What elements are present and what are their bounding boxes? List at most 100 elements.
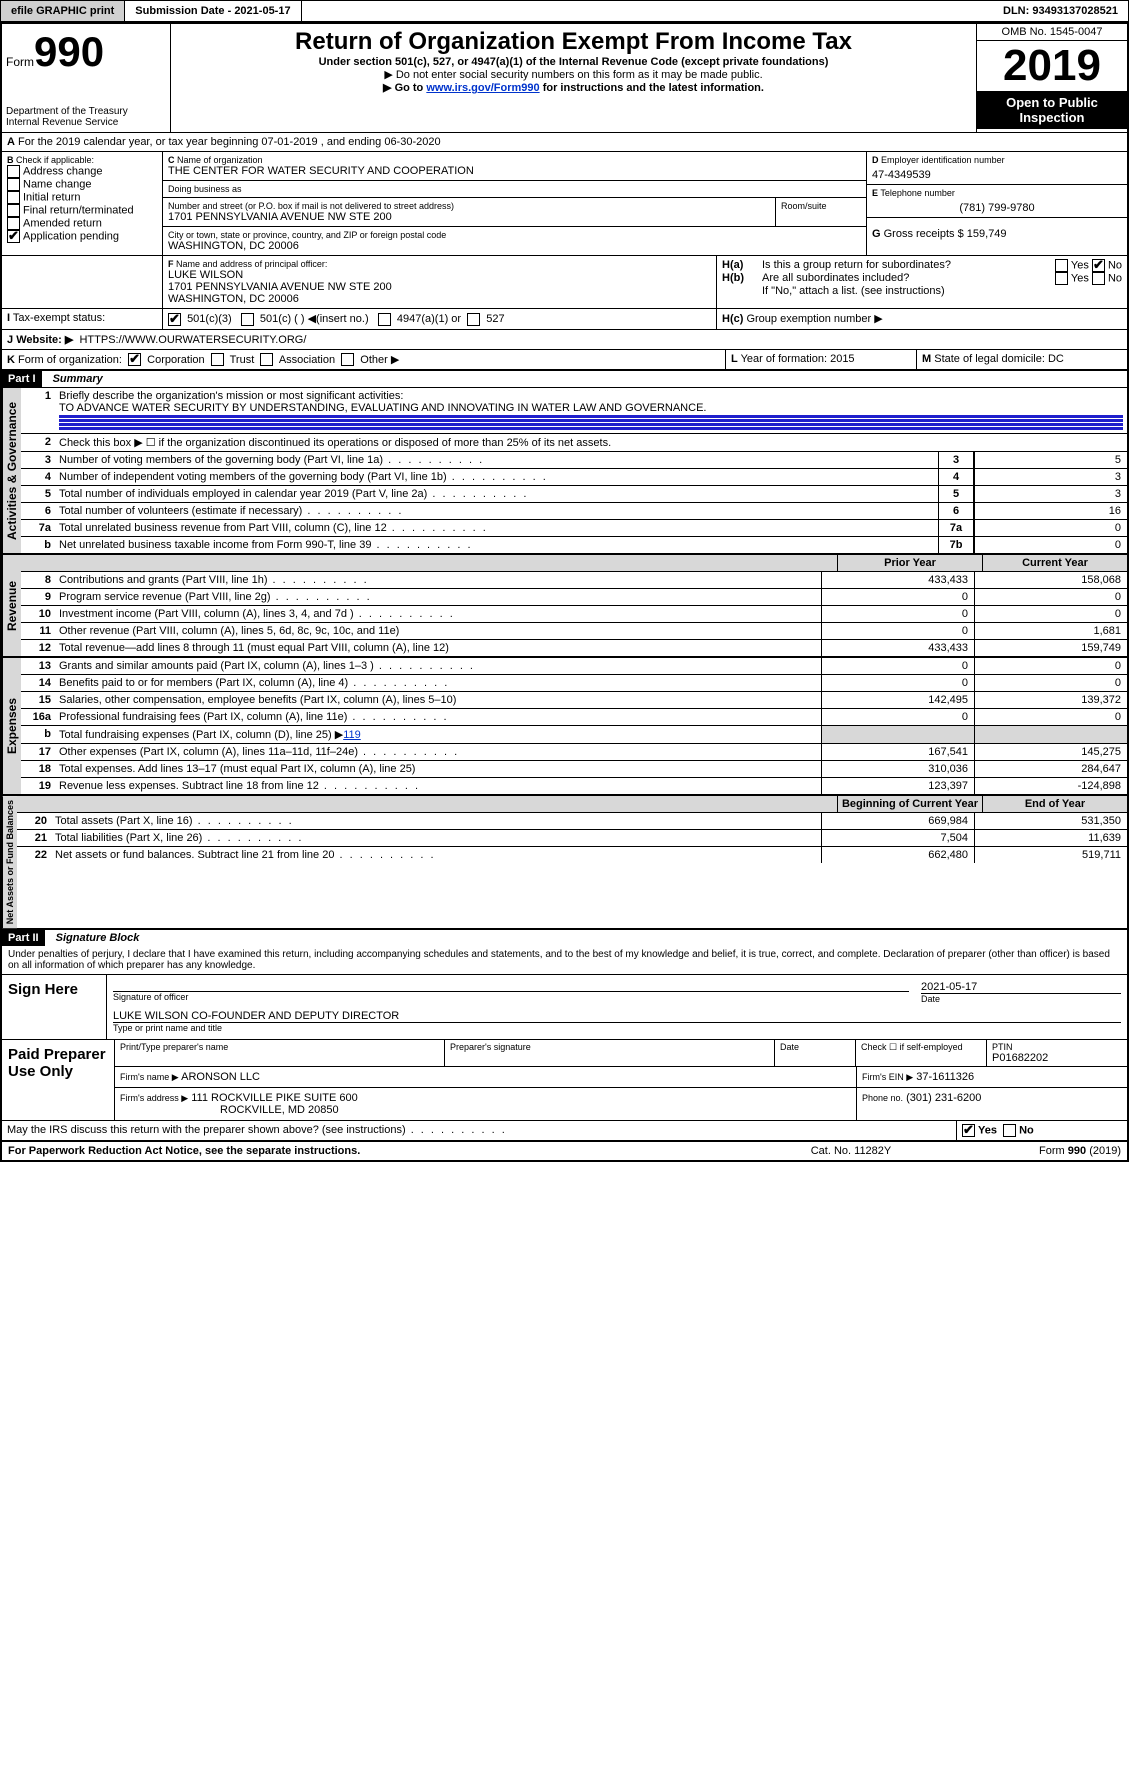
phone-label: Telephone number — [880, 188, 955, 198]
omb-number: OMB No. 1545-0047 — [977, 24, 1127, 41]
city-label: City or town, state or province, country… — [168, 230, 861, 240]
form-label: Form — [6, 55, 34, 69]
c14: 0 — [974, 675, 1127, 691]
cb-initial[interactable]: Initial return — [7, 191, 157, 204]
l16b-link[interactable]: 119 — [343, 729, 361, 741]
c-name-label: Name of organization — [177, 155, 263, 165]
ts-4947[interactable] — [378, 313, 391, 326]
p20: 669,984 — [821, 813, 974, 829]
v6: 16 — [974, 503, 1127, 519]
ts-501c3[interactable] — [168, 313, 181, 326]
c11: 1,681 — [974, 623, 1127, 639]
cb-amended[interactable]: Amended return — [7, 217, 157, 230]
p11: 0 — [821, 623, 974, 639]
paid-preparer-block: Paid Preparer Use Only Print/Type prepar… — [2, 1039, 1127, 1120]
firm-label: Firm's name ▶ — [120, 1072, 179, 1082]
p12: 433,433 — [821, 640, 974, 656]
l10: Investment income (Part VIII, column (A)… — [55, 606, 821, 622]
efile-button[interactable]: efile GRAPHIC print — [1, 1, 125, 21]
part2-hdr: Part II — [2, 930, 45, 946]
vtab-governance: Activities & Governance — [2, 388, 21, 553]
vtab-revenue: Revenue — [2, 555, 21, 656]
v7b: 0 — [974, 537, 1127, 553]
sig-officer-label: Signature of officer — [113, 991, 909, 1002]
firm-addr-label: Firm's address ▶ — [120, 1093, 188, 1103]
gross-label: Gross receipts $ — [884, 228, 964, 240]
perjury: Under penalties of perjury, I declare th… — [2, 946, 1127, 974]
dba-label: Doing business as — [168, 184, 861, 194]
i-label: I Tax-exempt status: — [2, 309, 163, 329]
k-assoc[interactable] — [260, 353, 273, 366]
top-toolbar: efile GRAPHIC print Submission Date - 20… — [0, 0, 1129, 22]
prep-name-label: Print/Type preparer's name — [115, 1040, 445, 1066]
form-number: 990 — [34, 28, 104, 75]
k-other[interactable] — [341, 353, 354, 366]
ts-527[interactable] — [467, 313, 480, 326]
part2-label: Signature Block — [48, 930, 148, 946]
ts-501c[interactable] — [241, 313, 254, 326]
cb-appl[interactable]: Application pending — [7, 230, 157, 243]
prep-self-label: Check ☐ if self-employed — [856, 1040, 987, 1066]
c19: -124,898 — [974, 778, 1127, 794]
l14: Benefits paid to or for members (Part IX… — [55, 675, 821, 691]
k-corp[interactable] — [128, 353, 141, 366]
p19: 123,397 — [821, 778, 974, 794]
c21: 11,639 — [974, 830, 1127, 846]
l7a: Total unrelated business revenue from Pa… — [55, 520, 938, 536]
l7b: Net unrelated business taxable income fr… — [55, 537, 938, 553]
cb-final[interactable]: Final return/terminated — [7, 204, 157, 217]
sig-date-label: Date — [921, 993, 1121, 1004]
city: WASHINGTON, DC 20006 — [168, 240, 861, 252]
cb-name[interactable]: Name change — [7, 178, 157, 191]
l4: Number of independent voting members of … — [55, 469, 938, 485]
website-label: Website: ▶ — [16, 334, 73, 346]
firm-ein-label: Firm's EIN ▶ — [862, 1072, 913, 1082]
hb-label: Are all subordinates included? — [762, 272, 1055, 285]
k-label: Form of organization: — [18, 354, 122, 366]
k-trust[interactable] — [211, 353, 224, 366]
l17: Other expenses (Part IX, column (A), lin… — [55, 744, 821, 760]
firm-phone-label: Phone no. — [862, 1093, 903, 1103]
submission-date: Submission Date - 2021-05-17 — [125, 1, 301, 21]
c8: 158,068 — [974, 572, 1127, 588]
end-hdr: End of Year — [982, 796, 1127, 812]
ein-label: Employer identification number — [881, 155, 1005, 165]
prep-date-label: Date — [775, 1040, 856, 1066]
discuss-q: May the IRS discuss this return with the… — [2, 1121, 957, 1140]
c20: 531,350 — [974, 813, 1127, 829]
cb-addr[interactable]: Address change — [7, 165, 157, 178]
irs-link[interactable]: www.irs.gov/Form990 — [426, 82, 539, 94]
hb-yes[interactable] — [1055, 272, 1068, 285]
discuss-no[interactable] — [1003, 1124, 1016, 1137]
p18: 310,036 — [821, 761, 974, 777]
l22: Net assets or fund balances. Subtract li… — [51, 847, 821, 863]
firm-name: ARONSON LLC — [181, 1071, 260, 1083]
l8: Contributions and grants (Part VIII, lin… — [55, 572, 821, 588]
form-header: Form990 Department of the Treasury Inter… — [2, 24, 1127, 132]
sign-here-block: Sign Here Signature of officer 2021-05-1… — [2, 974, 1127, 1039]
hb-no[interactable] — [1092, 272, 1105, 285]
room-label: Room/suite — [776, 198, 866, 226]
prior-hdr: Prior Year — [837, 555, 982, 571]
l16b: Total fundraising expenses (Part IX, col… — [55, 726, 821, 743]
l18: Total expenses. Add lines 13–17 (must eq… — [55, 761, 821, 777]
c15: 139,372 — [974, 692, 1127, 708]
dept-label: Department of the Treasury Internal Reve… — [6, 106, 166, 128]
discuss-yes[interactable] — [962, 1124, 975, 1137]
l-val: 2015 — [830, 353, 854, 365]
c9: 0 — [974, 589, 1127, 605]
m-val: DC — [1048, 353, 1064, 365]
p9: 0 — [821, 589, 974, 605]
firm-ein: 37-1611326 — [916, 1071, 974, 1083]
sig-date: 2021-05-17 — [921, 981, 1121, 993]
p8: 433,433 — [821, 572, 974, 588]
part1-hdr: Part I — [2, 371, 42, 387]
street-label: Number and street (or P.O. box if mail i… — [168, 201, 770, 211]
ha-no[interactable] — [1092, 259, 1105, 272]
note-link: ▶ Go to www.irs.gov/Form990 for instruct… — [175, 81, 972, 94]
note-ssn: ▶ Do not enter social security numbers o… — [175, 68, 972, 81]
firm-addr2: ROCKVILLE, MD 20850 — [120, 1104, 339, 1116]
v4: 3 — [974, 469, 1127, 485]
officer-name: LUKE WILSON — [168, 269, 711, 281]
ha-yes[interactable] — [1055, 259, 1068, 272]
